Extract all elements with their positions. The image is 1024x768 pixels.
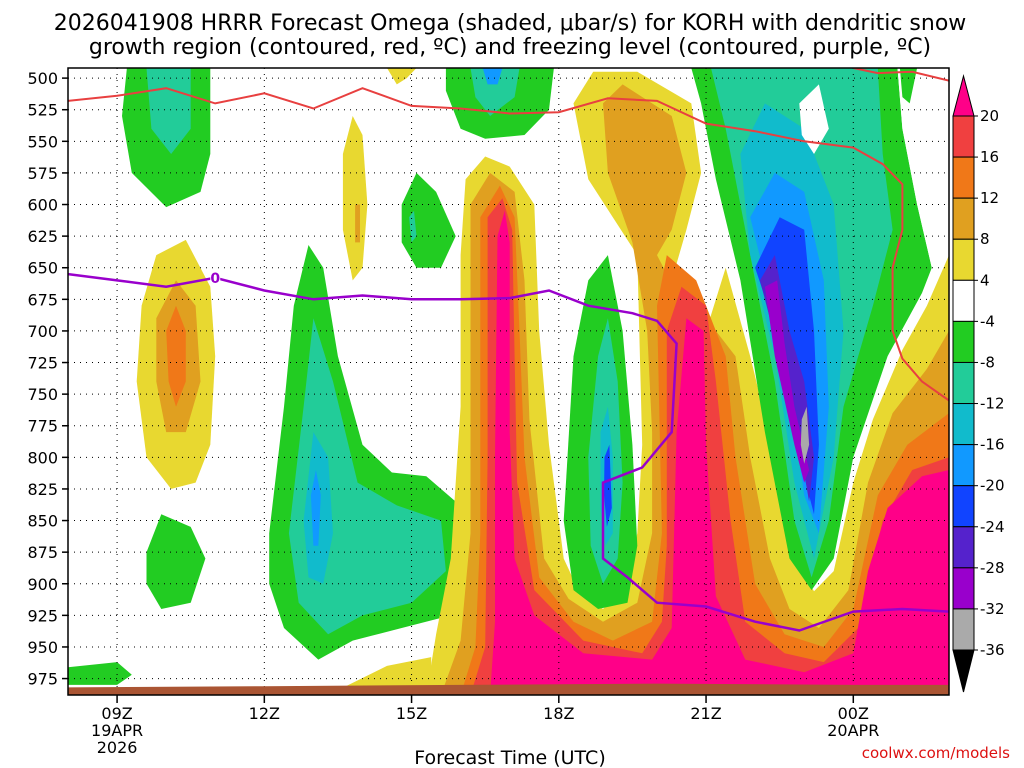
y-axis: 500 525 550 575 600 625 650 675 700 725 750 775 800 8… xyxy=(27,69,68,689)
y-tick-label: 950 xyxy=(27,638,58,657)
x-tick-label: 20APR xyxy=(827,721,879,740)
y-tick-label: 825 xyxy=(27,480,58,499)
y-tick-label: 725 xyxy=(27,354,58,373)
colorbar-swatch xyxy=(952,320,975,363)
y-tick-label: 875 xyxy=(27,543,58,562)
y-tick-label: 800 xyxy=(27,448,58,467)
omega-region-teal-top-center xyxy=(470,68,520,116)
omega-region-white-hole-upper-right xyxy=(799,84,829,154)
gridlines xyxy=(68,68,949,695)
colorbar-swatch xyxy=(952,403,975,446)
x-axis-title: Forecast Time (UTC) xyxy=(414,747,605,768)
colorbar-label: -24 xyxy=(980,518,1005,536)
x-tick-label: 18Z xyxy=(543,704,574,723)
colorbar-label: 20 xyxy=(980,107,999,125)
omega-region-green-sliver-far-right xyxy=(899,68,918,104)
y-tick-label: 925 xyxy=(27,606,58,625)
dgz-contour-line-top xyxy=(853,68,949,82)
y-tick-label: 975 xyxy=(27,670,58,689)
omega-region-gold-tick-upper-mid xyxy=(355,204,360,243)
freezing-level-label-bg xyxy=(210,269,221,285)
y-tick-label: 750 xyxy=(27,385,58,404)
chart-title-line-1: 2026041908 HRRR Forecast Omega (shaded, … xyxy=(54,11,967,36)
plot-area: 0 xyxy=(67,67,950,696)
colorbar-label: -28 xyxy=(980,559,1005,577)
colorbar-swatch xyxy=(952,197,975,240)
omega-region-big-downward-violet xyxy=(764,280,810,483)
y-tick-label: 650 xyxy=(27,259,58,278)
contour-lines: 0 xyxy=(68,68,949,695)
site-credit[interactable]: coolwx.com/models xyxy=(862,744,1010,762)
omega-region-white-hole-top-right xyxy=(897,68,949,268)
omega-region-green-blob-upper-mid xyxy=(401,172,456,268)
colorbar-label: -12 xyxy=(980,395,1005,413)
colorbar-swatch xyxy=(952,485,975,528)
freezing-level-line xyxy=(68,272,949,632)
y-tick-label: 850 xyxy=(27,512,58,531)
colorbar-label: 4 xyxy=(980,271,990,289)
omega-region-upward-column-magenta-center xyxy=(490,210,949,695)
colorbar-label: 8 xyxy=(980,230,990,248)
y-tick-label: 775 xyxy=(27,417,58,436)
x-tick-label: 21Z xyxy=(690,704,721,723)
colorbar-label: 16 xyxy=(980,148,999,166)
y-tick-label: 500 xyxy=(27,69,58,88)
omega-region-blue-column-near-19z xyxy=(604,444,612,527)
y-tick-label: 575 xyxy=(27,164,58,183)
colorbar-swatch xyxy=(952,444,975,487)
colorbar: 20 16 12 8 4 -4 -8 -12 -16 -20 -24 -28 -32 -36 xyxy=(952,74,1005,693)
omega-region-upward-column-red-center xyxy=(470,198,949,695)
colorbar-top-arrow xyxy=(952,74,975,117)
y-tick-label: 525 xyxy=(27,101,58,120)
omega-region-mid-column-blue xyxy=(310,470,321,546)
ground-surface xyxy=(68,683,949,695)
y-tick-label: 550 xyxy=(27,132,58,151)
colorbar-swatch xyxy=(952,361,975,405)
colorbar-label: -16 xyxy=(980,436,1005,454)
colorbar-label: -4 xyxy=(980,312,995,330)
colorbar-swatch xyxy=(952,115,975,158)
y-tick-label: 900 xyxy=(27,575,58,594)
x-tick-label: 2026 xyxy=(97,738,138,757)
colorbar-swatch xyxy=(952,238,975,281)
y-tick-label: 675 xyxy=(27,290,58,309)
colorbar-label: -20 xyxy=(980,477,1005,495)
plot-frame xyxy=(67,67,950,696)
dgz-contour-line xyxy=(68,87,949,402)
omega-region-teal-dot-upper-mid xyxy=(409,210,417,243)
colorbar-swatch xyxy=(952,567,975,610)
x-tick-label: 19APR xyxy=(91,721,143,740)
x-tick-label: 12Z xyxy=(249,704,280,723)
colorbar-swatch xyxy=(952,608,975,651)
freezing-level-label: 0 xyxy=(210,271,220,287)
omega-region-big-downward-gray xyxy=(800,406,810,464)
colorbar-swatch xyxy=(952,156,975,199)
colorbar-label: -32 xyxy=(980,600,1005,618)
omega-region-yellow-spike-top-mid xyxy=(387,68,417,85)
omega-shaded-regions xyxy=(68,68,949,695)
chart-title-line-2: growth region (contoured, red, ºC) and f… xyxy=(89,35,931,60)
omega-region-green-blob-low-left xyxy=(146,514,206,609)
x-tick-label: 15Z xyxy=(396,704,427,723)
y-tick-label: 600 xyxy=(27,196,58,215)
omega-region-yellow-column-upper-mid xyxy=(342,116,368,281)
colorbar-swatch xyxy=(952,279,975,322)
x-tick-label: 09Z xyxy=(101,704,132,723)
y-tick-label: 700 xyxy=(27,322,58,341)
colorbar-label: -36 xyxy=(980,641,1005,659)
omega-region-green-sliver-bottom-left xyxy=(68,662,132,685)
colorbar-swatch xyxy=(952,526,975,569)
omega-region-blue-top-center xyxy=(482,68,503,85)
colorbar-bottom-arrow xyxy=(952,649,975,693)
y-tick-label: 625 xyxy=(27,227,58,246)
colorbar-label: -8 xyxy=(980,353,995,371)
colorbar-label: 12 xyxy=(980,189,999,207)
x-tick-label: 00Z xyxy=(838,704,869,723)
omega-region-upward-blob-orange-left xyxy=(166,305,186,407)
